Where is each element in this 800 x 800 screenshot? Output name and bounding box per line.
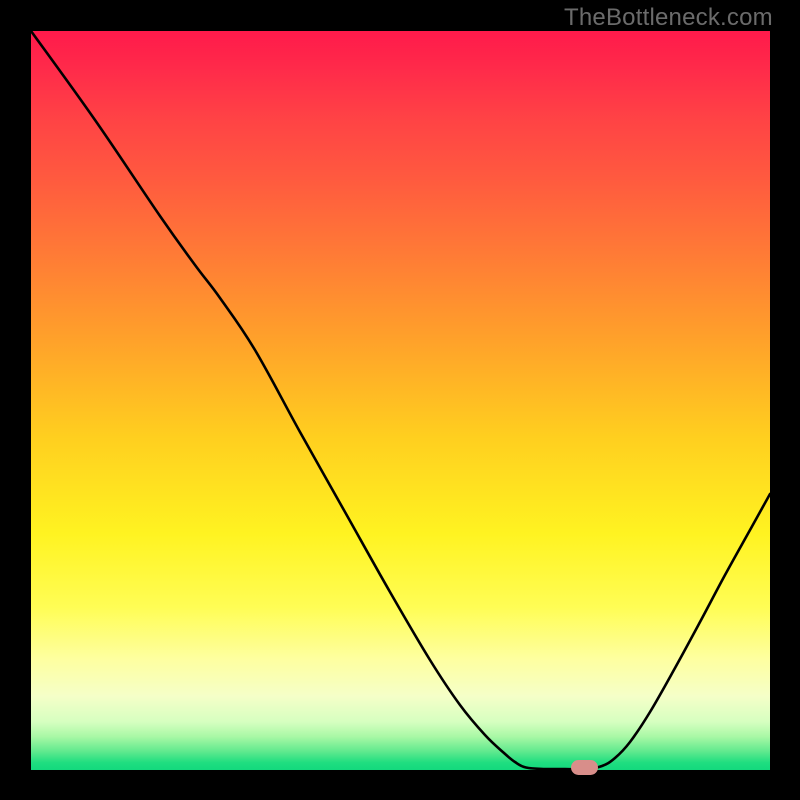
- optimal-marker: [571, 760, 598, 775]
- plot-area: [31, 31, 770, 770]
- bottleneck-curve: [31, 31, 770, 770]
- chart-canvas: TheBottleneck.com: [0, 0, 800, 800]
- watermark-text: TheBottleneck.com: [564, 4, 773, 32]
